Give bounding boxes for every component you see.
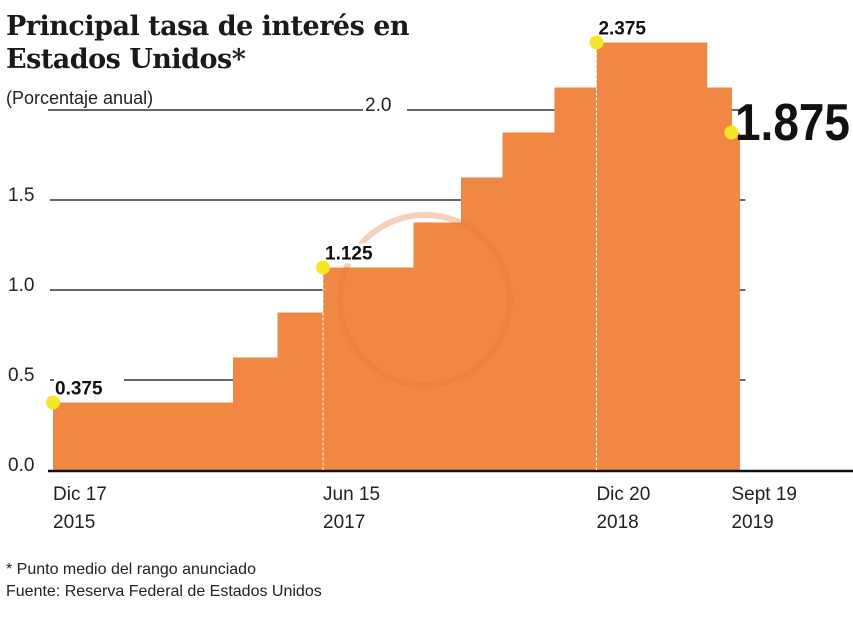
ytick-label: 2.0 [365, 95, 391, 116]
highlight-dot [724, 125, 739, 140]
ytick-bg [363, 90, 407, 114]
annotation-label: 1.125 [325, 244, 373, 265]
ytick-label: 1.5 [8, 185, 34, 206]
step-bar [596, 42, 708, 470]
highlight-dot [46, 395, 60, 410]
footnote: * Punto medio del rango anunciado [6, 561, 256, 578]
xtick-year: 2017 [323, 512, 365, 533]
watermark-logo [337, 212, 513, 388]
source: Fuente: Reserva Federal de Estados Unido… [6, 583, 322, 600]
annotation-label: 2.375 [598, 19, 646, 40]
ytick-label: 1.0 [8, 275, 34, 296]
highlight-dot [589, 35, 604, 50]
xtick-label: Dic 20 [596, 484, 650, 505]
xtick-year: 2018 [596, 512, 638, 533]
xtick-year: 2019 [731, 512, 773, 533]
step-bar [460, 177, 504, 470]
step-bar [502, 132, 555, 470]
xtick-label: Sept 19 [731, 484, 797, 505]
step-bar [233, 357, 279, 470]
ytick-bg [6, 450, 50, 474]
chart-subtitle: (Porcentaje anual) [6, 88, 154, 108]
ytick-bg [6, 270, 50, 294]
xtick-year: 2015 [53, 512, 95, 533]
step-bar [323, 267, 414, 470]
ytick-label: 0.0 [8, 455, 34, 476]
step-bar [554, 87, 597, 470]
highlight-dot [316, 260, 330, 275]
current-rate-label: 1.875 [735, 94, 850, 152]
annotation-bg [54, 378, 124, 399]
annotation-label: 0.375 [55, 379, 103, 400]
step-bar [706, 87, 732, 470]
step-bar [53, 402, 234, 470]
annotation-bg [597, 18, 668, 39]
step-bar [731, 132, 740, 470]
xtick-label: Dic 17 [53, 484, 107, 505]
ytick-bg [6, 180, 50, 204]
chart-title: Principal tasa de interés en Estados Uni… [6, 11, 410, 75]
step-bar [277, 312, 324, 470]
step-bar [413, 222, 462, 470]
xtick-label: Jun 15 [323, 484, 380, 505]
ytick-label: 0.5 [8, 365, 34, 386]
ytick-bg [6, 360, 50, 384]
annotation-bg [324, 243, 394, 264]
